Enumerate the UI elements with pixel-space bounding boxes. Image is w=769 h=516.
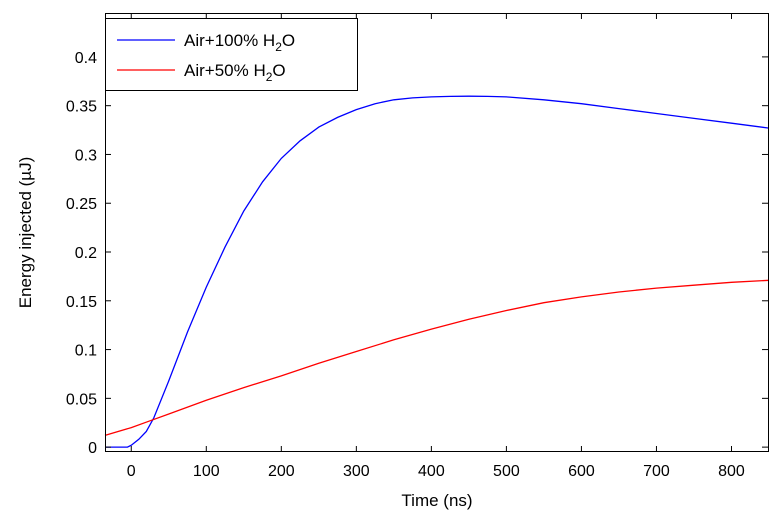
y-tick-label: 0.4 <box>75 50 97 67</box>
series-layer <box>104 95 769 448</box>
y-axis-label: Energy injected (µJ) <box>16 157 35 309</box>
y-tick-label: 0.1 <box>75 343 97 360</box>
legend: Air+100% H2O Air+50% H2O <box>105 18 358 91</box>
x-axis: 0 100 200 300 400 500 600 700 800 <box>127 13 745 480</box>
x-tick-label: 800 <box>718 463 745 480</box>
x-tick-label: 100 <box>193 463 220 480</box>
x-tick-label: 0 <box>127 463 136 480</box>
x-tick-label: 400 <box>418 463 445 480</box>
x-tick-label: 200 <box>268 463 295 480</box>
series-line-1 <box>105 95 769 448</box>
y-tick-label: 0.35 <box>66 99 97 116</box>
legend-box <box>105 18 358 91</box>
legend-label-1: Air+100% H2O <box>184 31 295 54</box>
x-tick-label: 700 <box>643 463 670 480</box>
x-tick-label: 600 <box>568 463 595 480</box>
y-tick-label: 0.15 <box>66 294 97 311</box>
y-tick-label: 0 <box>88 440 97 457</box>
y-tick-label: 0.2 <box>75 245 97 262</box>
x-axis-label: Time (ns) <box>401 491 472 510</box>
legend-label-2: Air+50% H2O <box>184 61 286 84</box>
x-tick-label: 300 <box>343 463 370 480</box>
x-tick-label: 500 <box>493 463 520 480</box>
y-tick-label: 0.05 <box>66 391 97 408</box>
y-tick-label: 0.25 <box>66 196 97 213</box>
y-tick-label: 0.3 <box>75 147 97 164</box>
series-line-2 <box>104 279 769 437</box>
y-axis: 0 0.05 0.1 0.15 0.2 0.25 0.3 0.35 0.4 <box>66 50 768 457</box>
